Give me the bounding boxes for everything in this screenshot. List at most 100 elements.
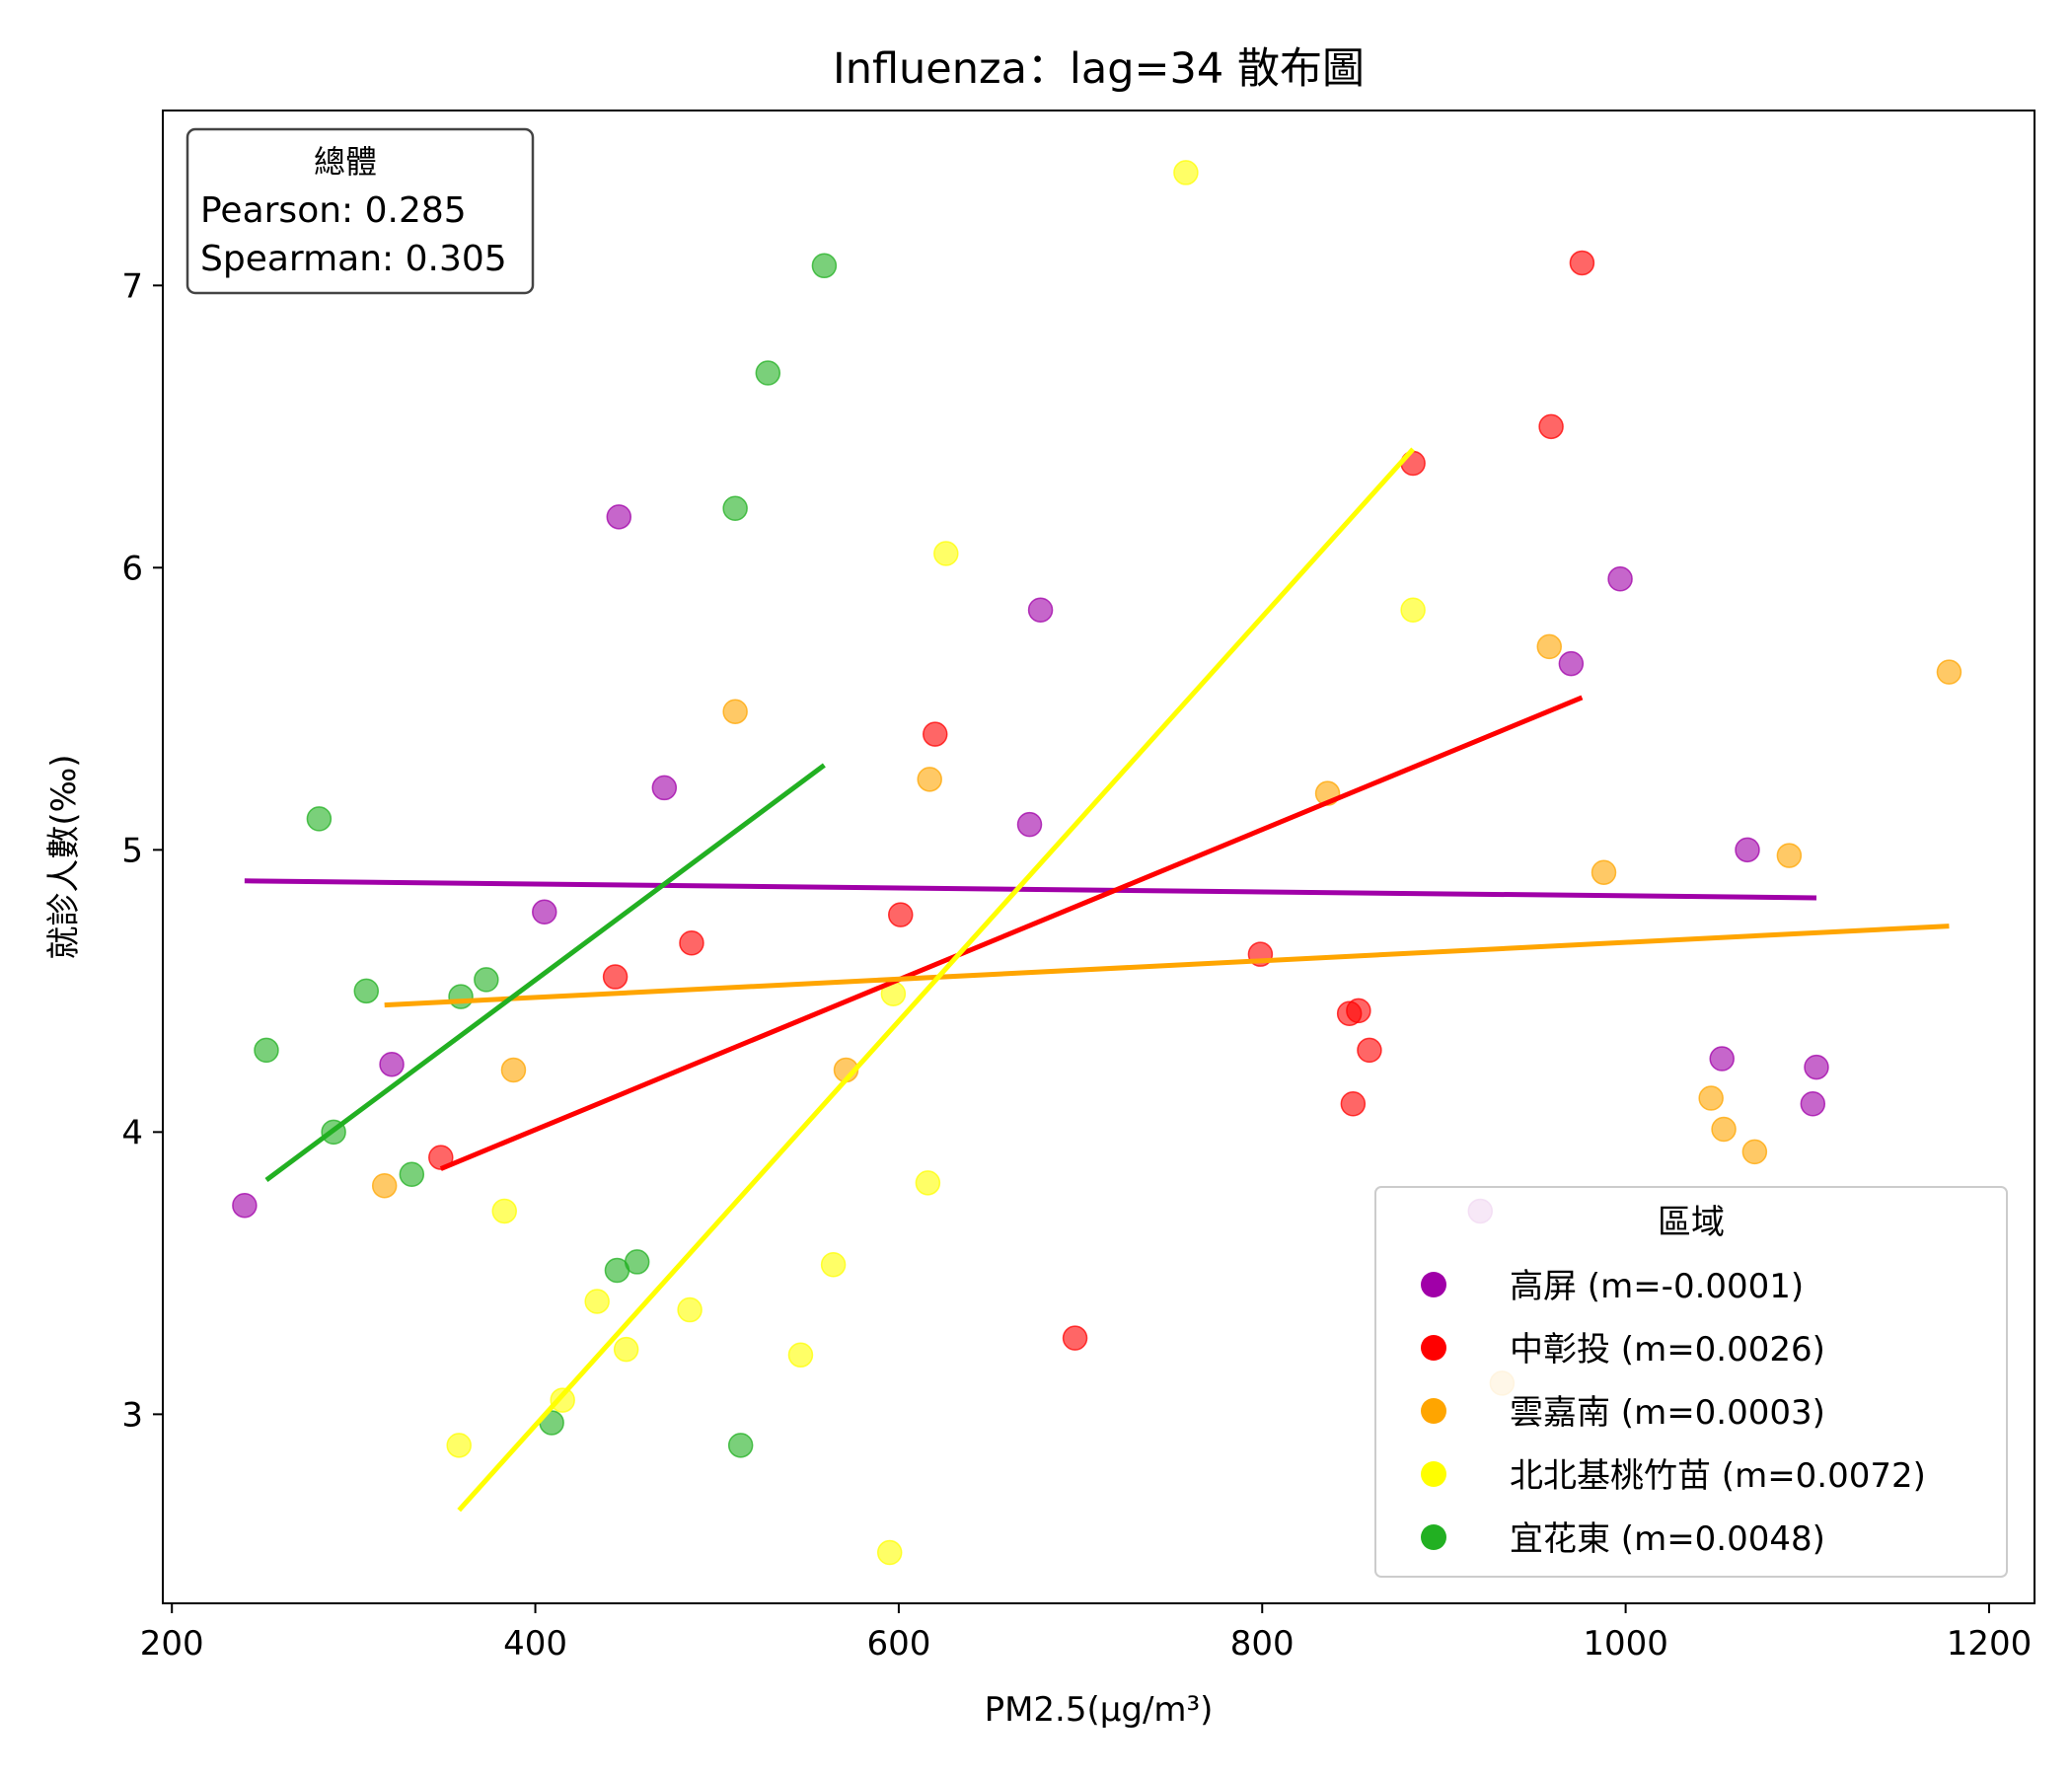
- point-series-1: [1569, 250, 1595, 276]
- x-tick-label: 200: [140, 1624, 204, 1664]
- x-tick-label: 400: [503, 1624, 567, 1664]
- x-axis-label: PM2.5(μg/m³): [985, 1690, 1214, 1730]
- legend-label: 宜花東 (m=0.0048): [1510, 1519, 1825, 1559]
- point-series-2: [1591, 859, 1617, 885]
- point-series-0: [651, 775, 678, 801]
- y-tick-label: 5: [121, 831, 143, 870]
- point-series-4: [727, 1433, 754, 1458]
- point-series-2: [371, 1172, 398, 1199]
- point-series-4: [624, 1249, 650, 1275]
- point-series-2: [917, 767, 942, 792]
- legend-frame: [1374, 1186, 2008, 1578]
- point-series-4: [254, 1037, 279, 1064]
- stats-box-frame: [185, 127, 535, 295]
- point-series-4: [811, 253, 838, 279]
- point-series-3: [584, 1289, 610, 1314]
- point-series-0: [379, 1051, 405, 1077]
- point-series-2: [1936, 659, 1962, 685]
- x-tick-label: 600: [866, 1624, 930, 1664]
- point-series-4: [755, 360, 781, 386]
- legend-label: 中彰投 (m=0.0026): [1510, 1330, 1825, 1369]
- point-series-0: [1607, 566, 1633, 592]
- point-series-2: [722, 699, 748, 724]
- legend-label: 高屏 (m=-0.0001): [1510, 1267, 1804, 1306]
- point-series-0: [1016, 811, 1043, 838]
- axis-ticks: 200 400 600 800 1000 1200 3 4 5 6 7: [121, 266, 2032, 1664]
- legend-items: 高屏 (m=-0.0001) 中彰投 (m=0.0026) 雲嘉南 (m=0.000…: [1421, 1267, 1926, 1559]
- point-series-2: [1698, 1085, 1724, 1111]
- point-series-3: [446, 1433, 472, 1458]
- fit-line-series-2: [384, 924, 1950, 1008]
- y-axis-label: 就診人數(‰): [44, 754, 84, 959]
- pearson-value: Pearson: 0.285: [200, 190, 467, 231]
- x-tick-label: 1200: [1947, 1624, 2033, 1664]
- point-series-0: [1558, 650, 1585, 677]
- fit-line-series-1: [439, 695, 1584, 1171]
- fit-line-series-0: [244, 878, 1817, 901]
- point-series-3: [933, 541, 959, 566]
- spearman-value: Spearman: 0.305: [200, 239, 507, 279]
- fit-line-series-4: [264, 763, 826, 1182]
- point-series-4: [353, 978, 380, 1004]
- point-series-3: [491, 1198, 517, 1224]
- legend-label: 雲嘉南 (m=0.0003): [1510, 1393, 1825, 1433]
- fit-lines: [244, 447, 1950, 1513]
- point-series-2: [1741, 1139, 1768, 1165]
- legend: 區域 高屏 (m=-0.0001) 中彰投 (m=0.0026) 雲嘉南 (m=0.…: [1374, 1186, 2008, 1578]
- y-tick-label: 6: [121, 549, 143, 588]
- point-series-3: [613, 1336, 639, 1363]
- legend-marker: [1421, 1335, 1446, 1361]
- legend-marker: [1421, 1524, 1446, 1550]
- point-series-2: [1776, 843, 1803, 868]
- point-series-1: [602, 964, 629, 990]
- legend-marker: [1421, 1272, 1446, 1297]
- point-series-1: [679, 929, 704, 956]
- point-series-3: [820, 1252, 847, 1278]
- legend-label: 北北基桃竹苗 (m=0.0072): [1510, 1456, 1926, 1496]
- x-tick-label: 1000: [1583, 1624, 1668, 1664]
- x-tick-label: 800: [1230, 1624, 1295, 1664]
- point-series-2: [1536, 633, 1563, 660]
- point-series-1: [428, 1145, 454, 1170]
- point-series-2: [500, 1057, 527, 1083]
- y-tick-label: 4: [121, 1113, 143, 1152]
- point-series-4: [399, 1161, 425, 1188]
- point-series-4: [474, 967, 499, 993]
- point-series-0: [1735, 837, 1760, 863]
- point-series-4: [448, 984, 474, 1009]
- point-series-3: [1173, 160, 1199, 185]
- point-series-0: [1709, 1046, 1735, 1072]
- point-series-0: [1027, 597, 1054, 623]
- point-series-0: [1800, 1091, 1826, 1117]
- point-series-3: [677, 1296, 703, 1323]
- point-series-1: [1357, 1037, 1382, 1064]
- point-series-2: [1711, 1116, 1737, 1143]
- stats-box-title: 總體: [314, 143, 377, 181]
- point-series-0: [232, 1192, 258, 1219]
- legend-marker: [1421, 1461, 1446, 1487]
- plot-area-frame: [162, 110, 2035, 1604]
- chart-title: Influenza：lag=34 散布圖: [833, 44, 1365, 94]
- point-series-3: [915, 1170, 941, 1196]
- point-series-3: [550, 1387, 575, 1413]
- legend-title: 區域: [1658, 1203, 1725, 1242]
- point-series-1: [1346, 998, 1371, 1024]
- fit-line-series-3: [457, 447, 1415, 1513]
- point-series-1: [922, 721, 948, 747]
- y-tick-label: 7: [121, 266, 143, 306]
- point-series-3: [787, 1342, 814, 1369]
- point-series-1: [1340, 1091, 1367, 1117]
- point-series-4: [306, 806, 333, 832]
- point-series-3: [876, 1539, 903, 1566]
- legend-marker: [1421, 1398, 1446, 1424]
- point-series-1: [887, 902, 914, 927]
- point-series-0: [1804, 1054, 1829, 1080]
- point-series-4: [722, 495, 748, 522]
- y-tick-label: 3: [121, 1395, 143, 1435]
- point-series-3: [1400, 597, 1426, 623]
- point-series-1: [1538, 413, 1564, 440]
- point-series-0: [606, 504, 632, 530]
- point-series-1: [1062, 1325, 1088, 1351]
- overall-stats-box: 總體 Pearson: 0.285 Spearman: 0.305: [185, 127, 535, 295]
